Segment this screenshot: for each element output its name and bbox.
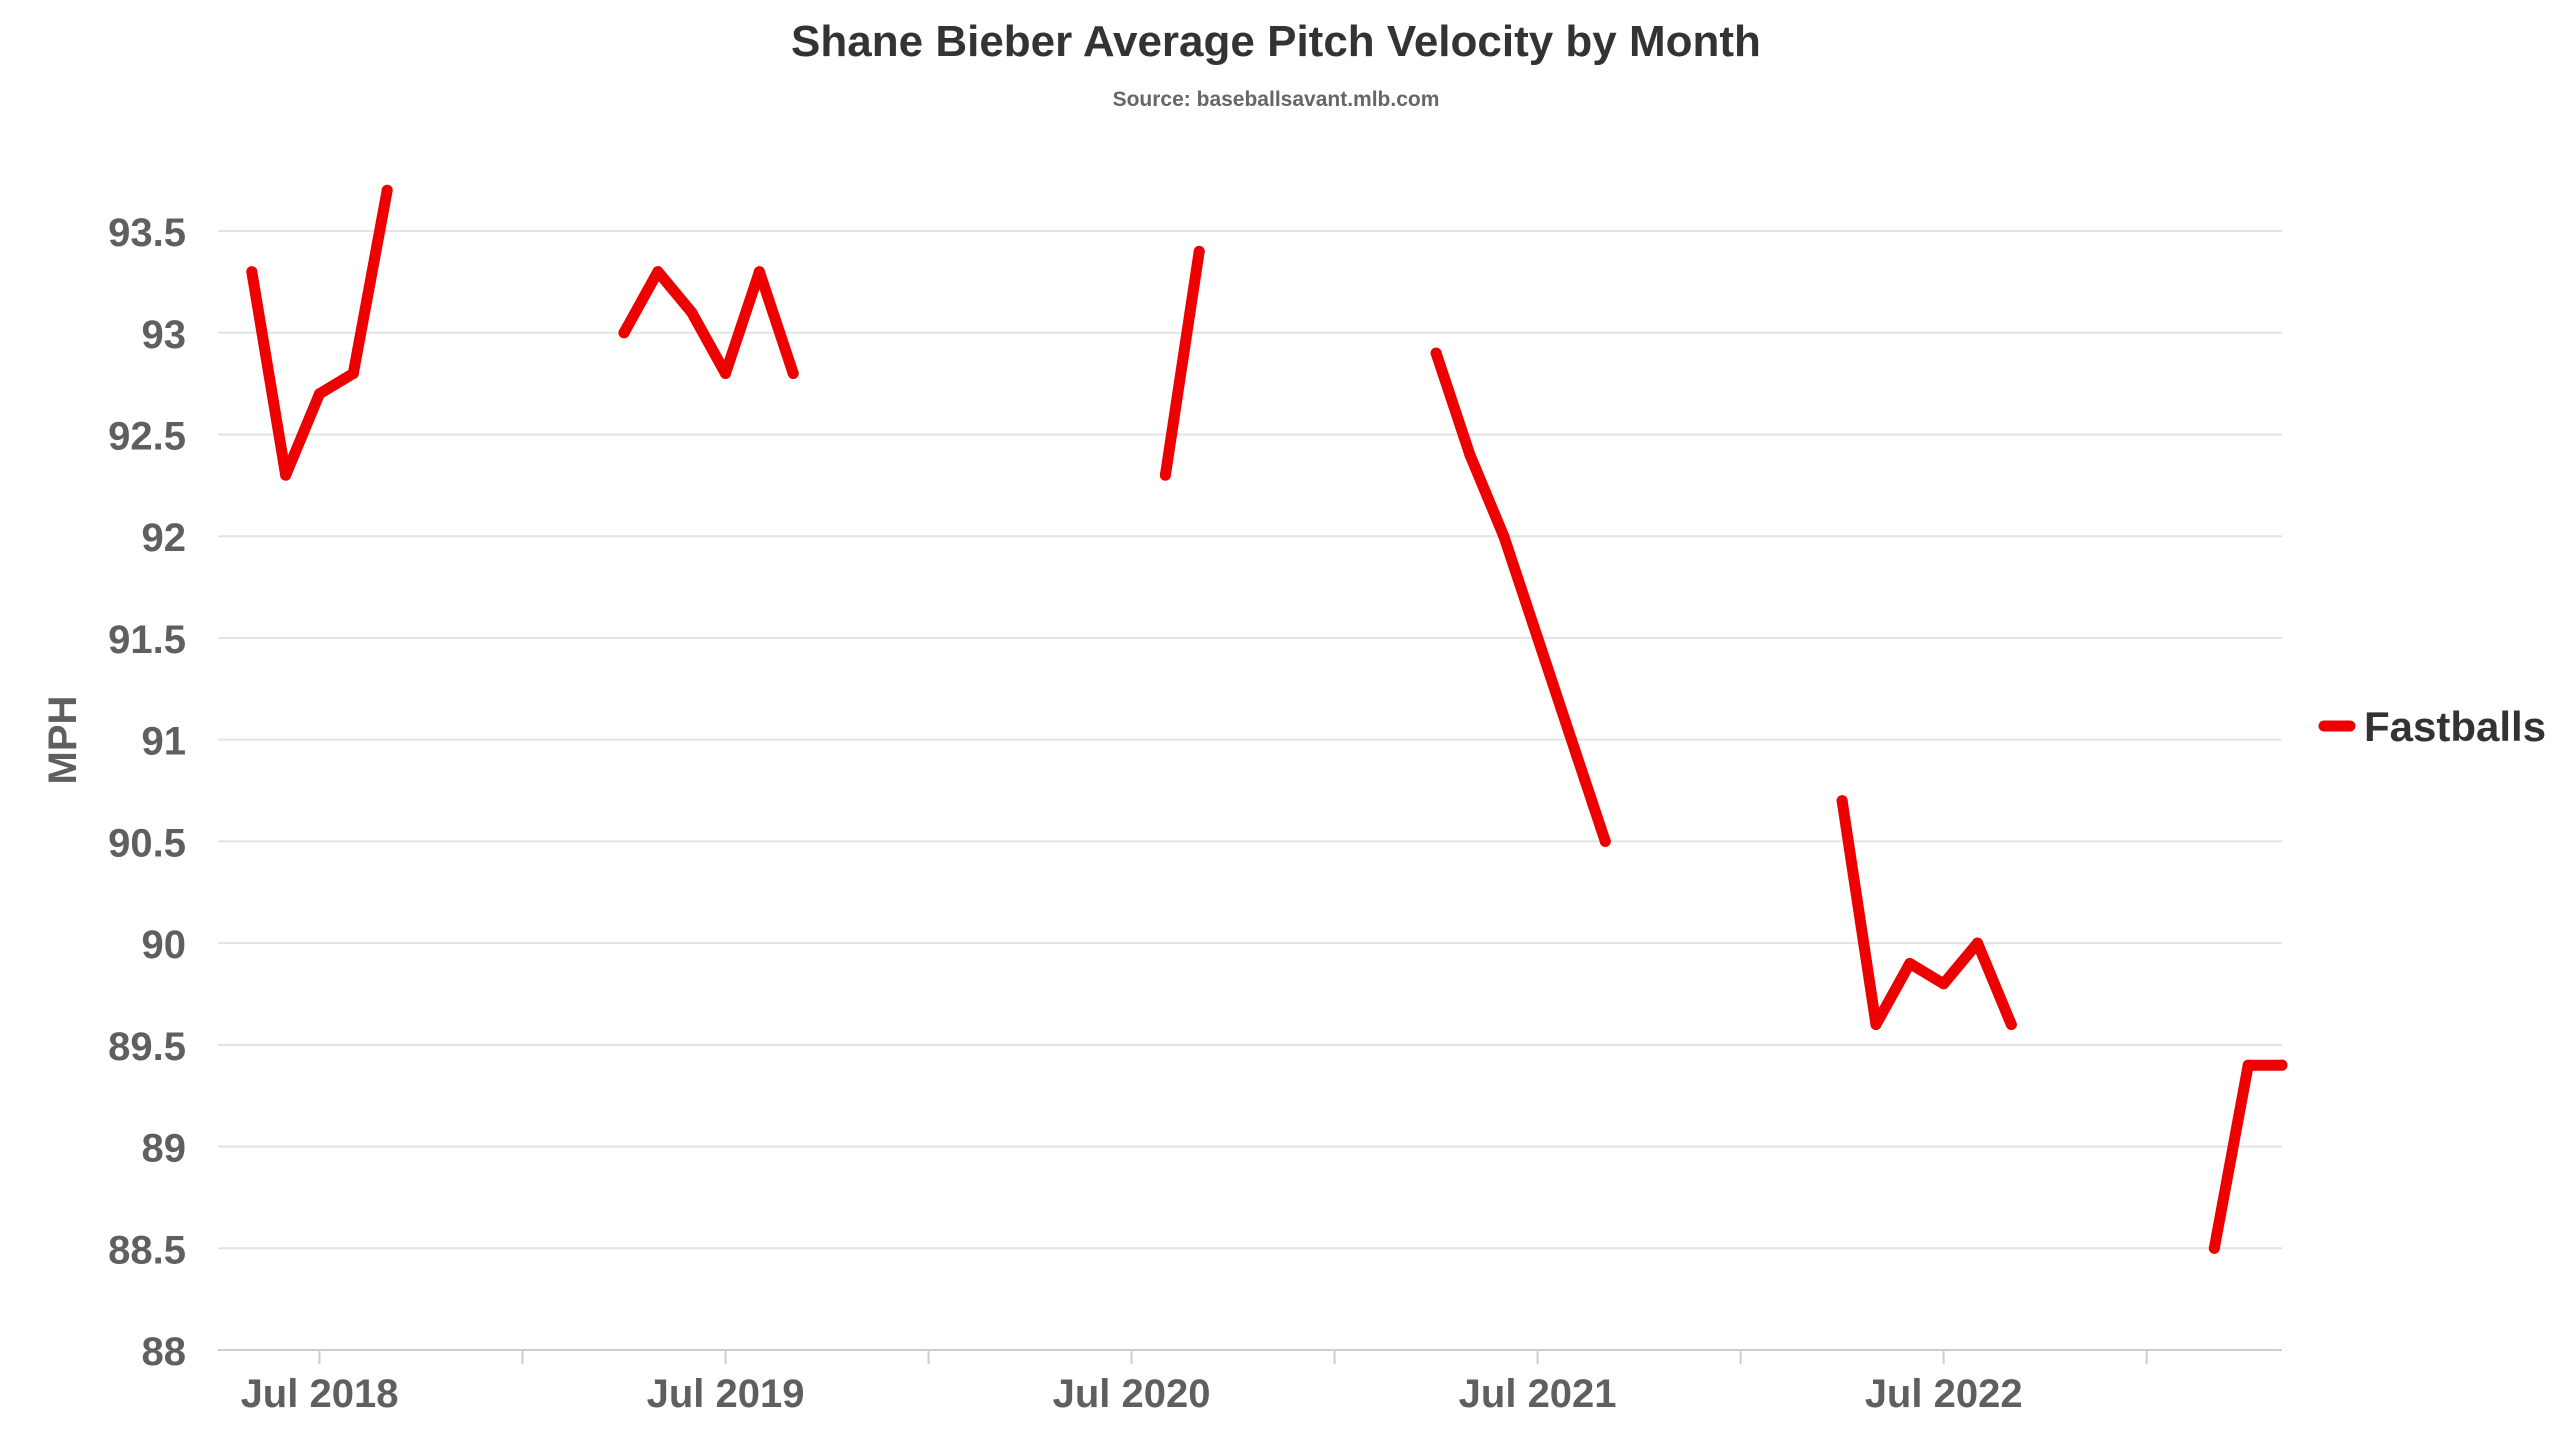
fastballs-line-segment (618, 266, 799, 379)
gridlines (218, 230, 2282, 1250)
y-axis-tick-labels: 88 88.5 89 89.5 90 90.5 91 91.5 92 92.5 93 93.5 (108, 211, 186, 1374)
data-point (1532, 632, 1544, 644)
chart-subtitle: Source: baseballsavant.mlb.com (1113, 88, 1440, 111)
x-tick-label: Jul 2019 (647, 1372, 805, 1416)
legend-label[interactable]: Fastballs (2364, 703, 2546, 750)
data-point (381, 184, 393, 196)
data-point (652, 266, 664, 278)
data-point (1193, 245, 1205, 257)
x-tick-label: Jul 2021 (1459, 1372, 1617, 1416)
y-tick-label: 92 (142, 516, 187, 560)
data-point (787, 367, 799, 379)
x-tick-label: Jul 2022 (1865, 1372, 2023, 1416)
y-tick-label: 93 (142, 313, 187, 357)
y-tick-label: 88 (142, 1330, 187, 1374)
x-tick-label: Jul 2018 (241, 1372, 399, 1416)
series-layer (246, 184, 2288, 1254)
y-tick-label: 89.5 (108, 1025, 186, 1069)
y-tick-label: 90.5 (108, 821, 186, 865)
data-point (1565, 734, 1577, 746)
data-point (1836, 795, 1848, 807)
data-point (1464, 449, 1476, 461)
data-point (1938, 978, 1950, 990)
y-tick-label: 91 (142, 720, 187, 764)
fastballs-line-segment (1836, 795, 2017, 1030)
legend[interactable]: Fastballs (2318, 703, 2546, 750)
x-tick-label: Jul 2020 (1053, 1372, 1211, 1416)
y-tick-label: 93.5 (108, 211, 186, 255)
data-point (1971, 937, 1983, 949)
chart-title: Shane Bieber Average Pitch Velocity by M… (791, 17, 1761, 66)
data-point (2005, 1018, 2017, 1030)
data-point (347, 367, 359, 379)
fastballs-line-segment (2208, 1059, 2288, 1254)
data-point (1870, 1018, 1882, 1030)
data-point (1430, 347, 1442, 359)
data-point (314, 388, 326, 400)
data-point (246, 266, 258, 278)
y-tick-label: 90 (142, 923, 187, 967)
y-tick-label: 92.5 (108, 414, 186, 458)
data-point (1498, 530, 1510, 542)
data-point (1159, 469, 1171, 481)
data-point (2242, 1059, 2254, 1071)
data-point (618, 327, 630, 339)
data-point (720, 367, 732, 379)
data-point (2208, 1242, 2220, 1254)
y-tick-label: 91.5 (108, 618, 186, 662)
data-point (2276, 1059, 2288, 1071)
y-axis-title: MPH (41, 696, 85, 785)
data-point (686, 306, 698, 318)
data-point (280, 469, 292, 481)
y-tick-label: 89 (142, 1127, 187, 1171)
fastballs-line-segment (1430, 347, 1611, 847)
data-point (1599, 835, 1611, 847)
fastballs-line-segment (1159, 245, 1205, 481)
x-axis: Jul 2018 Jul 2019 Jul 2020 Jul 2021 Jul 2022 (218, 1349, 2282, 1416)
data-point (1904, 957, 1916, 969)
y-tick-label: 88.5 (108, 1228, 186, 1272)
data-point (753, 266, 765, 278)
